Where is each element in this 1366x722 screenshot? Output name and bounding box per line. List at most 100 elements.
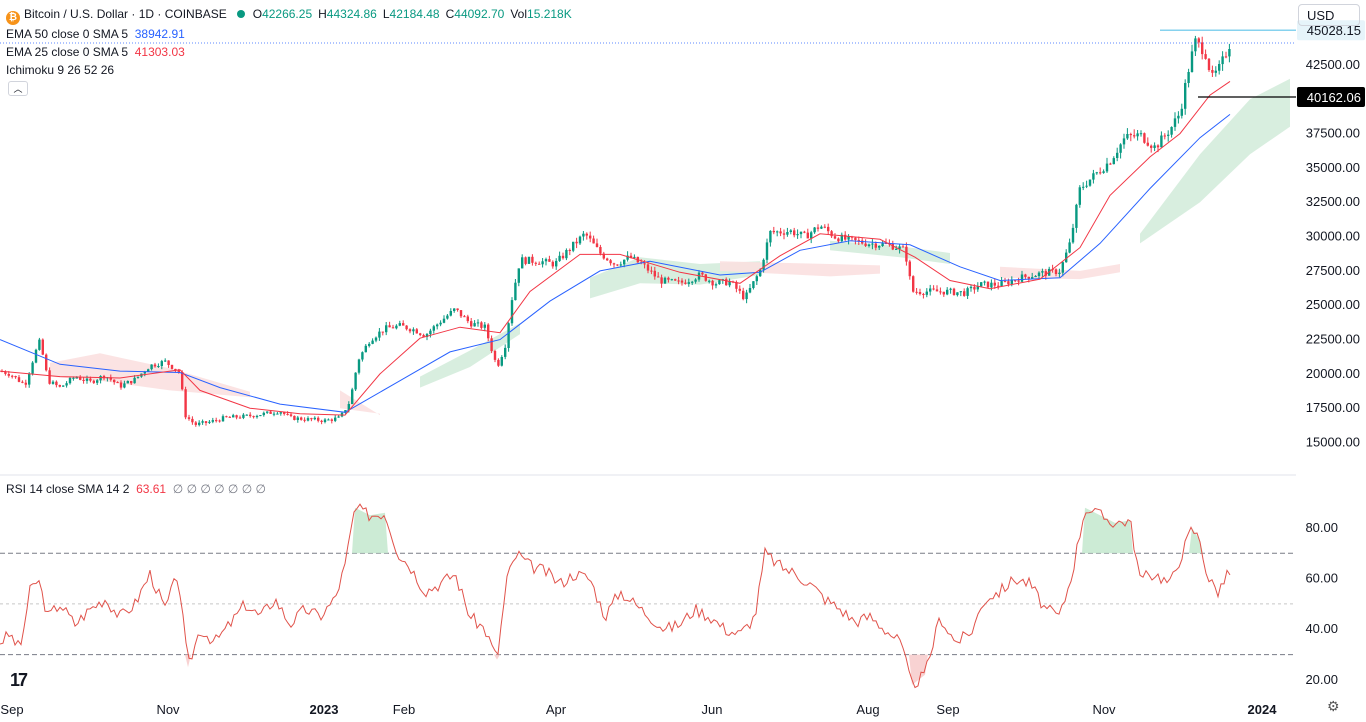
candle-body	[881, 243, 884, 246]
time-tick-label: 2024	[1248, 702, 1278, 717]
candle-body	[946, 289, 949, 295]
price-markers	[0, 29, 1296, 98]
candle-body	[1061, 262, 1064, 273]
candle-body	[990, 282, 993, 288]
candle-body	[415, 329, 418, 334]
candle-body	[136, 376, 140, 378]
candle-body	[1095, 172, 1098, 174]
candle-body	[548, 259, 551, 262]
cloud-segment	[1000, 264, 1120, 280]
candle-body	[874, 243, 877, 248]
candle-body	[65, 383, 68, 386]
symbol-header[interactable]: ₿ Bitcoin / U.S. Dollar · 1D · COINBASE O4…	[6, 7, 578, 25]
tradingview-logo[interactable]: 17	[10, 670, 28, 690]
rsi-axis[interactable]: 20.00 40.00 60.00 80.00	[1305, 520, 1338, 687]
candle-body	[48, 370, 51, 384]
candle-body	[633, 256, 636, 258]
ichimoku-legend[interactable]: Ichimoku 9 26 52 26	[6, 63, 114, 77]
bitcoin-icon: ₿	[6, 11, 20, 25]
candle-body	[510, 300, 514, 324]
ohlc-value: 42266.25	[262, 7, 313, 21]
candle-body	[1092, 173, 1095, 180]
candle-body	[973, 286, 976, 290]
candle-body	[17, 377, 21, 382]
candle-body	[915, 291, 918, 293]
candle-body	[456, 308, 459, 310]
candle-body	[993, 282, 996, 286]
candle-body	[109, 377, 112, 380]
rsi-legend[interactable]: RSI 14 close SMA 14 2 63.61 ∅ ∅ ∅ ∅ ∅ ∅ …	[6, 482, 266, 496]
candle-body	[585, 233, 588, 236]
price-axis[interactable]: 15000.00 17500.00 20000.00 22500.00 25000.00…	[1306, 57, 1360, 450]
candle-body	[687, 282, 690, 284]
candle-body	[918, 292, 922, 294]
price-tick-label: 17500.00	[1306, 400, 1360, 415]
candle-body	[507, 323, 510, 348]
candle-body	[96, 380, 99, 383]
candle-body	[293, 415, 296, 420]
candle-body	[1218, 64, 1221, 71]
candle-body	[1129, 134, 1132, 136]
candle-body	[266, 411, 269, 413]
candle-body	[381, 331, 384, 333]
candle-body	[677, 280, 680, 282]
candle-body	[1160, 135, 1163, 148]
ema50-legend[interactable]: EMA 50 close 0 SMA 5 38942.91	[6, 27, 185, 41]
candle-body	[1153, 145, 1156, 148]
candle-body	[170, 364, 174, 369]
gear-icon[interactable]: ⚙	[1327, 698, 1340, 714]
price-tick-label: 22500.00	[1306, 332, 1360, 347]
candle-body	[748, 288, 752, 293]
candle-body	[493, 351, 497, 360]
candle-body	[337, 416, 340, 418]
candle-body	[82, 379, 85, 381]
ohlc-key: L	[382, 7, 390, 21]
candle-body	[1163, 135, 1166, 137]
candle-body	[442, 318, 446, 323]
candle-body	[755, 276, 758, 282]
candle-body	[398, 323, 401, 326]
ema25-legend[interactable]: EMA 25 close 0 SMA 5 41303.03	[6, 45, 185, 59]
candle-body	[762, 259, 765, 270]
time-tick-label: Feb	[393, 702, 415, 717]
rsi-pane[interactable]	[0, 503, 1296, 689]
candle-body	[745, 292, 748, 300]
candle-body	[1105, 163, 1109, 172]
candle-body	[153, 364, 157, 367]
candle-body	[357, 359, 361, 373]
candle-body	[867, 244, 871, 246]
candle-body	[68, 377, 72, 384]
ohlc-key: H	[318, 7, 327, 21]
candle-body	[228, 416, 231, 418]
collapse-legend-button[interactable]: ︿	[8, 81, 28, 96]
candle-body	[361, 352, 364, 360]
candle-body	[1177, 115, 1180, 119]
candle-body	[167, 360, 170, 365]
candle-body	[446, 315, 449, 319]
candle-body	[1116, 152, 1119, 158]
candle-body	[198, 422, 201, 425]
currency-select[interactable]: USD	[1298, 4, 1360, 26]
ohlc-value: 15.218K	[527, 7, 572, 21]
candle-body	[351, 389, 354, 404]
candle-body	[1085, 185, 1088, 187]
candle-body	[878, 246, 881, 248]
candle-body	[561, 255, 565, 259]
candle-body	[323, 419, 327, 422]
candle-body	[1109, 163, 1112, 165]
candle-body	[313, 417, 316, 420]
candle-body	[439, 322, 442, 325]
candle-body	[147, 369, 150, 372]
candle-body	[626, 255, 629, 260]
candle-body	[942, 291, 945, 295]
price-pane[interactable]	[0, 29, 1296, 427]
ema25-label: EMA 25 close 0 SMA 5	[6, 45, 129, 59]
time-axis[interactable]: Sep Nov 2023 Feb Apr Jun Aug Sep Nov 2024	[0, 702, 1277, 717]
candle-body	[1031, 277, 1034, 279]
candle-body	[272, 413, 276, 415]
high-price-label: 45028.15	[1307, 23, 1361, 38]
symbol-title[interactable]: Bitcoin / U.S. Dollar · 1D · COINBASE	[24, 7, 227, 21]
candle-body	[728, 281, 731, 286]
candle-body	[41, 339, 44, 355]
